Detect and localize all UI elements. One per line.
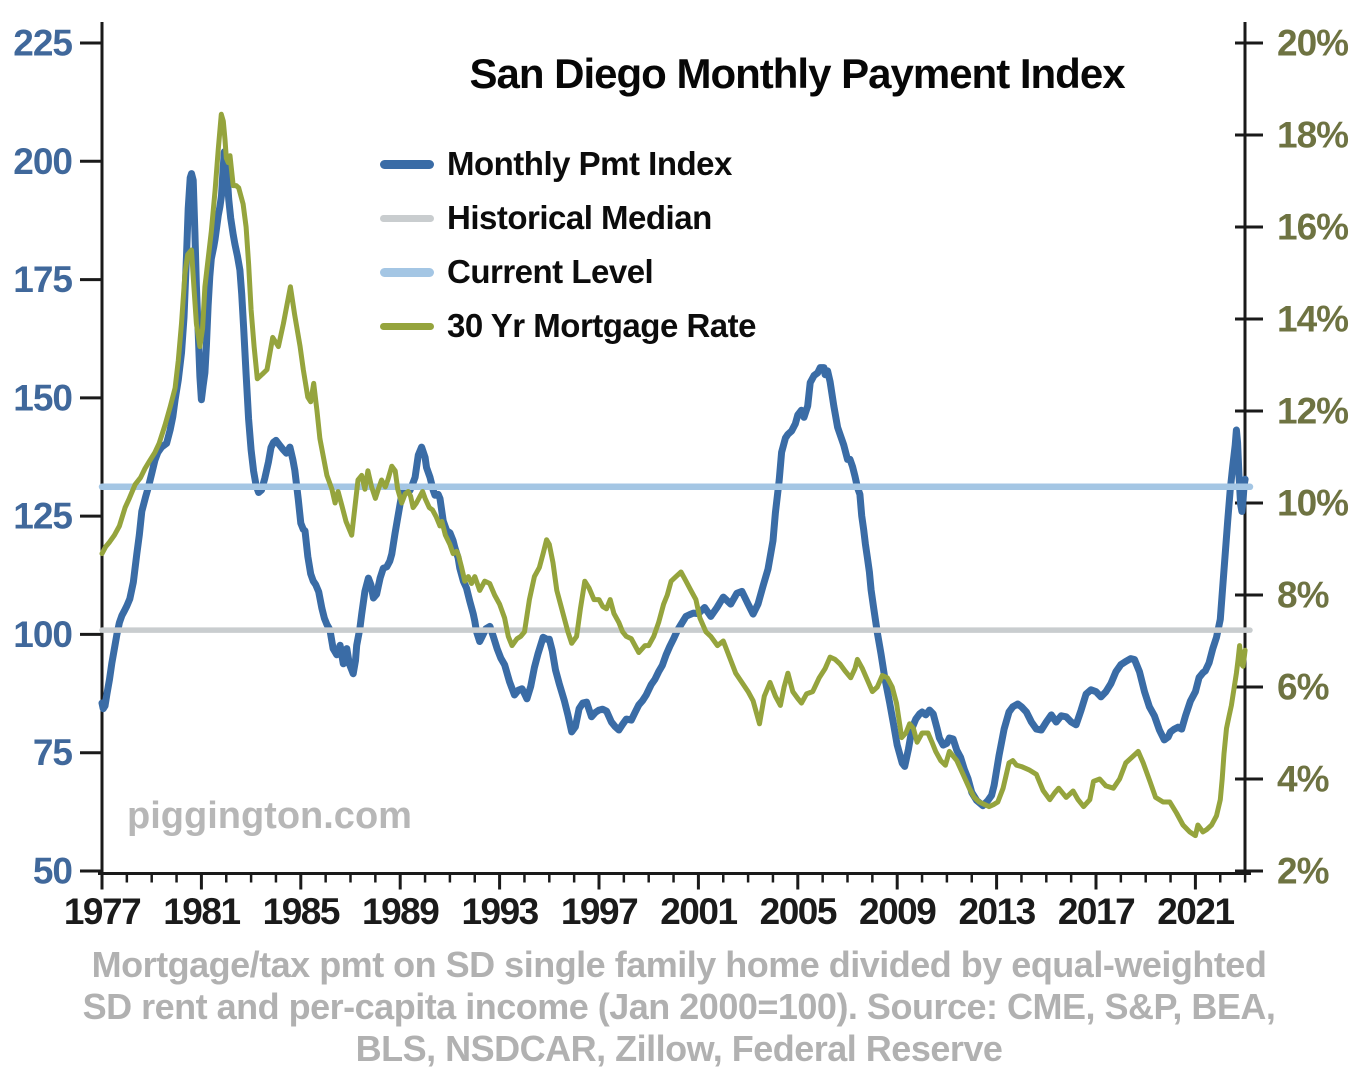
x-tick-label: 1993 [461,891,538,932]
legend-item-monthly-pmt-index: Monthly Pmt Index [380,137,756,191]
x-tick-label: 2005 [760,891,837,932]
y-left-tick-label: 75 [33,732,73,773]
caption-line-3: BLS, NSDCAR, Zillow, Federal Reserve [355,1028,1003,1069]
y-left-tick-label: 200 [13,141,72,182]
x-tick-label: 1997 [561,891,637,932]
y-left-tick-label: 175 [13,259,72,300]
x-axis: 1977 1981 1985 1989 1993 1997 2001 2005 2009 2013… [64,873,1247,932]
x-tick-label: 2001 [660,891,737,932]
y-right-tick-label: 14% [1277,299,1348,340]
legend-label: Current Level [447,253,654,290]
x-tick-label: 2009 [859,891,936,932]
caption-line-2: SD rent and per-capita income (Jan 2000=… [82,986,1276,1027]
chart-caption: Mortgage/tax pmt on SD single family hom… [59,944,1299,1070]
y-right-tick-label: 20% [1277,23,1348,64]
y-left-tick-label: 125 [13,496,72,537]
chart-legend: Monthly Pmt Index Historical Median Curr… [380,137,757,353]
y-right-tick-label: 4% [1277,759,1329,800]
legend-item-current-level: Current Level [380,245,756,299]
y-axis-left: 225 200 175 150 125 100 75 50 [13,23,102,892]
y-left-tick-label: 150 [13,377,72,418]
y-right-tick-label: 8% [1277,575,1329,616]
x-tick-label: 2021 [1157,891,1234,932]
legend-label: Historical Median [447,199,712,236]
x-tick-label: 2013 [958,891,1035,932]
legend-label: Monthly Pmt Index [447,145,732,182]
y-right-tick-label: 2% [1277,851,1329,892]
historical-median-swatch [380,214,434,222]
y-right-tick-label: 16% [1277,207,1348,248]
y-right-tick-label: 6% [1277,667,1329,708]
x-tick-label: 2017 [1058,891,1134,932]
caption-line-1: Mortgage/tax pmt on SD single family hom… [91,944,1267,985]
mortgage-rate-swatch [380,322,434,330]
mortgage-rate-series [99,111,1248,839]
x-tick-label: 1981 [163,891,240,932]
y-left-tick-label: 100 [13,614,72,655]
y-left-tick-label: 50 [33,851,73,892]
y-left-tick-label: 225 [13,23,72,64]
y-right-tick-label: 18% [1277,115,1348,156]
monthly-pmt-index-series [98,148,1249,810]
legend-label: 30 Yr Mortgage Rate [447,307,757,344]
y-axis-right: 20% 18% 16% 14% 12% 10% 8% 6% 4% 2% [1235,23,1349,892]
monthly-pmt-index-swatch [380,159,434,169]
y-right-tick-label: 10% [1277,483,1348,524]
current-level-swatch [380,267,434,277]
x-tick-label: 1989 [362,891,439,932]
x-tick-label: 1985 [263,891,340,932]
legend-item-mortgage-rate: 30 Yr Mortgage Rate [380,299,757,353]
watermark: piggington.com [127,795,412,837]
x-tick-label: 1977 [64,891,140,932]
legend-item-historical-median: Historical Median [380,191,756,245]
chart-title: San Diego Monthly Payment Index [469,50,1125,97]
y-right-tick-label: 12% [1277,391,1348,432]
